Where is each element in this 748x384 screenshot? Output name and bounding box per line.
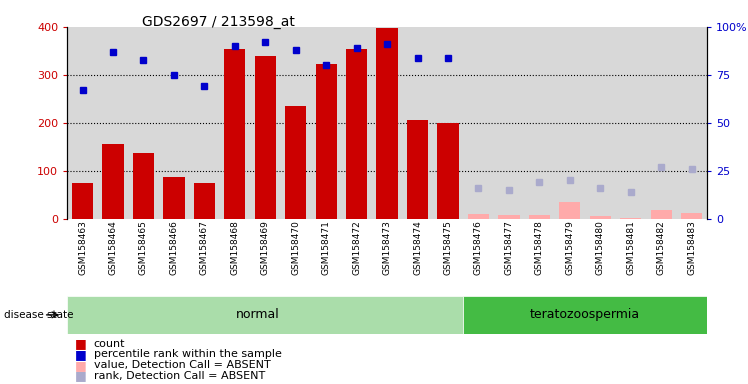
Text: GSM158478: GSM158478 [535,220,544,275]
Text: disease state: disease state [4,310,73,320]
Bar [554,27,585,219]
Text: GSM158477: GSM158477 [504,220,513,275]
Bar [159,27,189,219]
Text: GSM158482: GSM158482 [657,220,666,275]
Bar [651,210,672,219]
Text: value, Detection Call = ABSENT: value, Detection Call = ABSENT [94,360,270,370]
Text: GSM158470: GSM158470 [291,220,300,275]
Text: ■: ■ [75,359,87,372]
Bar [224,49,245,219]
Bar [438,123,459,219]
Text: GSM158473: GSM158473 [382,220,392,275]
Text: GDS2697 / 213598_at: GDS2697 / 213598_at [142,15,295,29]
Bar [316,64,337,219]
Bar [311,27,341,219]
Text: GSM158465: GSM158465 [139,220,148,275]
Text: GSM158474: GSM158474 [413,220,422,275]
Bar [463,27,494,219]
Bar [341,27,372,219]
Bar [133,152,154,219]
Text: GSM158466: GSM158466 [169,220,179,275]
Text: GSM158479: GSM158479 [565,220,574,275]
Bar [463,296,707,334]
Text: GSM158469: GSM158469 [261,220,270,275]
Text: GSM158481: GSM158481 [626,220,635,275]
Bar [585,27,616,219]
Text: GSM158464: GSM158464 [108,220,117,275]
Bar [498,215,520,219]
Text: GSM158483: GSM158483 [687,220,696,275]
Text: ■: ■ [75,348,87,361]
Bar [560,202,580,219]
Text: normal: normal [236,308,280,321]
Bar [681,213,702,219]
Bar [163,177,185,219]
Bar [468,214,489,219]
Bar [285,106,307,219]
Text: GSM158475: GSM158475 [444,220,453,275]
Bar [67,296,463,334]
Bar [189,27,220,219]
Bar [620,218,641,219]
Text: GSM158471: GSM158471 [322,220,331,275]
Bar [98,27,128,219]
Bar [646,27,676,219]
Bar [194,183,215,219]
Text: teratozoospermia: teratozoospermia [530,308,640,321]
Bar [589,217,611,219]
Bar [433,27,463,219]
Bar [676,27,707,219]
Text: GSM158472: GSM158472 [352,220,361,275]
Bar [346,49,367,219]
Text: GSM158480: GSM158480 [595,220,605,275]
Bar [402,27,433,219]
Text: GSM158468: GSM158468 [230,220,239,275]
Bar [128,27,159,219]
Bar [250,27,280,219]
Text: count: count [94,339,125,349]
Text: percentile rank within the sample: percentile rank within the sample [94,349,281,359]
Bar [529,215,550,219]
Bar [220,27,250,219]
Bar [102,144,123,219]
Bar [376,28,398,219]
Bar [616,27,646,219]
Bar [254,56,276,219]
Text: rank, Detection Call = ABSENT: rank, Detection Call = ABSENT [94,371,265,381]
Text: GSM158476: GSM158476 [474,220,483,275]
Text: ■: ■ [75,337,87,350]
Bar [280,27,311,219]
Bar [72,183,94,219]
Text: GSM158463: GSM158463 [78,220,87,275]
Bar [372,27,402,219]
Bar [524,27,554,219]
Text: GSM158467: GSM158467 [200,220,209,275]
Bar [407,119,428,219]
Bar [494,27,524,219]
Bar [67,27,98,219]
Text: ■: ■ [75,369,87,382]
